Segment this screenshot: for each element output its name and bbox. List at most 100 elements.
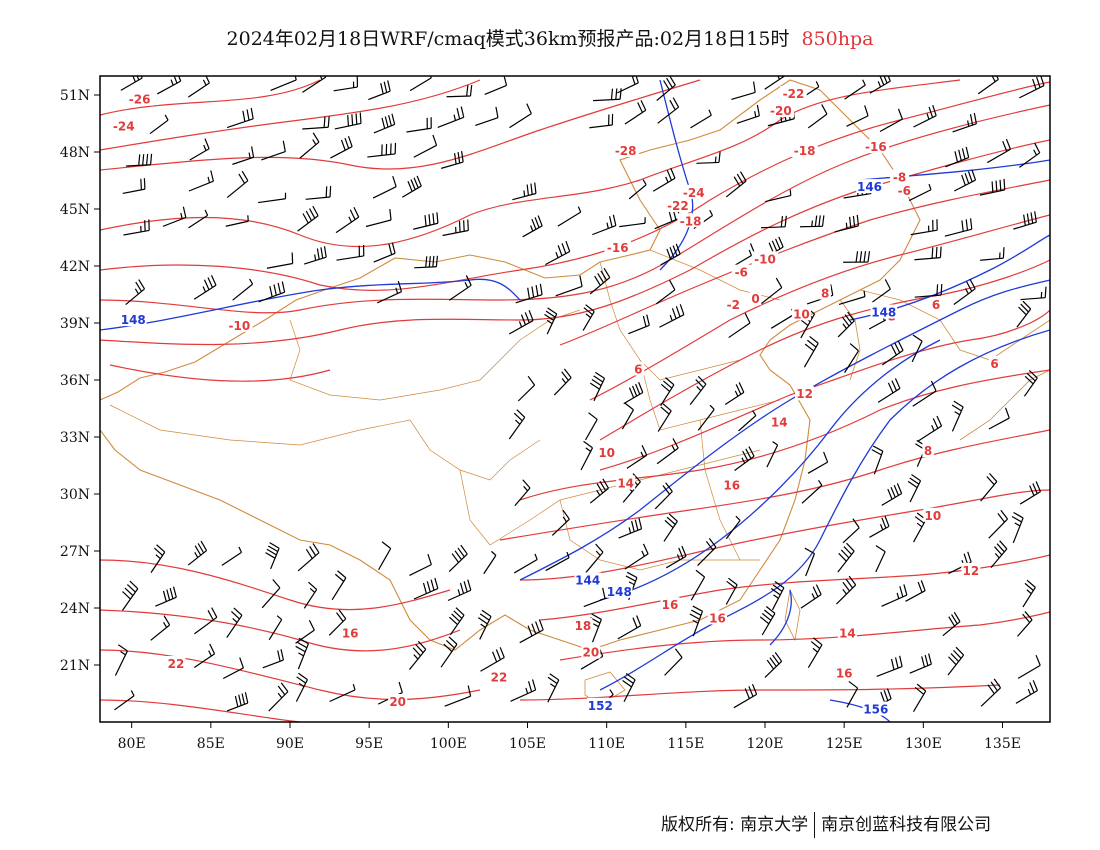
wind-barb: [663, 513, 678, 542]
province-border: [289, 309, 581, 401]
wind-barb: [329, 683, 356, 703]
temperature-label: -16: [607, 241, 629, 255]
province-border: [459, 449, 761, 546]
temperature-label: -22: [667, 199, 689, 213]
footer-separator: [814, 812, 816, 838]
temperature-label-bg: [751, 251, 779, 266]
temperature-label: 22: [168, 657, 185, 671]
wind-barb: [807, 637, 823, 669]
wind-barb: [162, 206, 187, 227]
wind-barb: [725, 171, 747, 198]
wind-barb: [770, 308, 795, 329]
temperature-label-bg: [894, 182, 914, 197]
wind-barb: [905, 580, 926, 602]
temperature-label-bg: [961, 562, 981, 577]
temperature-label-bg: [126, 91, 153, 106]
temperature-label-bg: [780, 86, 807, 100]
wind-barb: [222, 657, 244, 680]
wind-barb: [1022, 579, 1036, 608]
lon-tick-label: 115E: [667, 736, 704, 752]
wind-barb: [378, 541, 392, 571]
temperature-label: 6: [990, 357, 998, 371]
wind-barb: [258, 192, 287, 204]
pressure-level-label: 850hpa: [801, 28, 874, 50]
wind-barb: [522, 215, 543, 238]
wind-barb: [881, 584, 908, 607]
temperature-label-bg: [573, 618, 593, 632]
wind-barb: [770, 580, 785, 611]
wind-barb: [942, 611, 961, 637]
map-axes: 51N 48N 45N 42N 39N 36N 33N 30N 27N 24N 21N 80E 85E 9…: [60, 88, 1021, 752]
wind-barb: [980, 678, 1002, 707]
wind-barb: [837, 311, 855, 338]
height-label-bg: [120, 312, 147, 327]
wind-barb: [952, 112, 977, 133]
lon-tick-label: 100E: [430, 736, 467, 752]
temperature-label: -24: [683, 186, 705, 200]
wind-barb: [623, 382, 644, 405]
wind-barb: [440, 636, 458, 668]
wind-barb: [869, 515, 890, 538]
wind-barb: [945, 146, 970, 168]
temperature-label-bg: [597, 445, 617, 460]
wind-barb: [334, 112, 362, 130]
wind-barb: [553, 368, 572, 396]
wind-barb: [515, 283, 543, 304]
wind-barb: [624, 543, 649, 570]
wind-barb: [690, 109, 712, 129]
wind-barb: [583, 586, 610, 608]
lat-tick-label: 21N: [60, 658, 90, 674]
wind-barb: [517, 375, 536, 402]
wind-barb: [760, 277, 783, 305]
wind-barb: [551, 509, 570, 536]
height-label: 144: [575, 573, 600, 587]
wind-barb: [150, 544, 166, 573]
lon-tick-label: 90E: [276, 736, 304, 752]
wind-barb: [193, 643, 216, 668]
wind-barb: [302, 76, 327, 93]
wind-barb: [510, 679, 537, 702]
temperature-label: 10: [598, 446, 615, 460]
height-label-bg: [606, 583, 633, 598]
wind-barb: [617, 615, 642, 640]
coastline-hainan: [584, 671, 626, 706]
isotherm-lines: [100, 79, 1050, 722]
wind-barb: [877, 378, 901, 403]
lat-tick-label: 24N: [60, 601, 90, 617]
wind-barb: [589, 267, 611, 295]
wind-barb: [879, 108, 903, 133]
wind-barb: [837, 542, 855, 573]
wind-barb: [448, 544, 468, 573]
temperature-label: -22: [783, 87, 805, 101]
wind-barb: [121, 580, 139, 611]
temperature-label-bg: [930, 296, 942, 311]
wind-barb: [1019, 142, 1041, 168]
temperature-label: 16: [342, 627, 359, 641]
wind-barb: [838, 290, 866, 305]
wind-barb: [270, 76, 297, 92]
temperature-label-bg: [110, 118, 137, 133]
wind-barb: [406, 117, 432, 133]
lat-tick-label: 48N: [60, 145, 90, 161]
wind-barb: [846, 105, 869, 127]
wind-barb: [261, 140, 286, 161]
wind-barb: [912, 683, 927, 712]
wind-barb: [844, 79, 866, 100]
wind-barb: [836, 575, 857, 605]
wind-barb: [664, 648, 683, 676]
wind-barb: [979, 178, 1006, 196]
wind-barb: [295, 637, 309, 670]
temperature-label-bg: [749, 291, 762, 306]
wind-barb: [911, 334, 923, 363]
wind-barb: [1017, 611, 1033, 637]
temperature-label: 20: [389, 695, 406, 709]
wind-barb: [444, 685, 472, 707]
height-label-bg: [587, 697, 614, 712]
temperature-label-bg: [604, 239, 631, 254]
lon-tick-label: 110E: [588, 736, 625, 752]
wind-barb: [765, 189, 792, 203]
wind-barb: [414, 255, 439, 269]
height-label-bg: [862, 701, 890, 716]
wind-barb: [987, 138, 1012, 164]
temperature-label-bg: [795, 386, 815, 401]
